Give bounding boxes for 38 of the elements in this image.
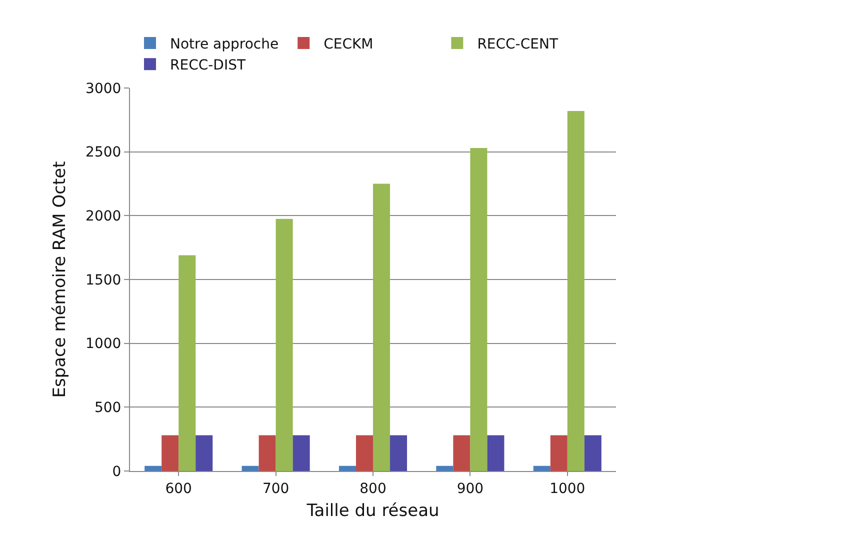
bar bbox=[356, 435, 373, 471]
bar bbox=[144, 466, 162, 471]
y-tick-label: 0 bbox=[112, 464, 122, 480]
bar bbox=[470, 148, 488, 471]
y-tick-label: 500 bbox=[94, 400, 122, 416]
bar bbox=[550, 435, 568, 471]
bar bbox=[373, 184, 390, 471]
bar bbox=[584, 435, 602, 471]
y-tick-label: 2000 bbox=[86, 208, 122, 225]
bar bbox=[487, 435, 504, 471]
legend-label: CECKM bbox=[324, 36, 374, 52]
x-axis-title: Taille du réseau bbox=[306, 501, 440, 522]
y-tick-label: 1000 bbox=[86, 336, 122, 352]
bar bbox=[196, 435, 213, 471]
x-tick-label: 700 bbox=[262, 480, 290, 497]
x-tick-label: 600 bbox=[165, 480, 192, 497]
legend-label: Notre approche bbox=[170, 36, 279, 52]
legend-label: RECC-DIST bbox=[170, 58, 246, 74]
bar bbox=[162, 435, 179, 471]
y-tick-label: 2500 bbox=[86, 144, 122, 161]
y-tick-label: 1500 bbox=[86, 272, 122, 288]
bar bbox=[453, 435, 470, 471]
bar bbox=[178, 255, 196, 471]
x-tick-label: 800 bbox=[360, 480, 386, 497]
bar bbox=[436, 466, 454, 471]
legend-label: RECC-CENT bbox=[477, 36, 558, 52]
bar bbox=[338, 466, 356, 471]
bar bbox=[276, 218, 293, 471]
bar bbox=[567, 110, 584, 471]
bar bbox=[390, 435, 408, 471]
x-tick-label: 900 bbox=[456, 480, 484, 497]
bar bbox=[258, 435, 276, 471]
bar bbox=[292, 435, 310, 471]
bar bbox=[242, 466, 259, 471]
x-tick-label: 1000 bbox=[550, 480, 586, 497]
y-tick-label: 3000 bbox=[86, 80, 122, 97]
bar bbox=[533, 466, 550, 471]
y-axis-title: Espace mémoire RAM Octet bbox=[50, 160, 70, 398]
